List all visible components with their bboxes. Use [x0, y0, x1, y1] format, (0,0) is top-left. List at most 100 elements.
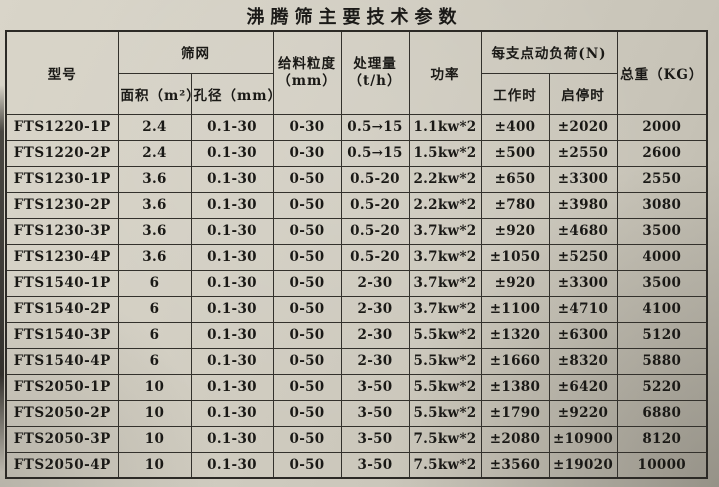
- cell-area: 10: [117, 399, 192, 427]
- cell-area: 10: [117, 373, 192, 401]
- cell-capacity: 0.5-20: [340, 217, 410, 245]
- header-capacity: 处理量 （t/h）: [340, 30, 410, 115]
- table-row: FTS2050-2P 10 0.1-30 0-50 3-50 5.5kw*2 ±1790 ±9…: [5, 399, 708, 427]
- cell-feed: 0-50: [272, 373, 342, 401]
- cell-area: 2.4: [117, 139, 192, 167]
- cell-startstop: ±9220: [548, 399, 618, 427]
- cell-feed: 0-50: [272, 191, 342, 219]
- header-capacity-line2: （t/h）: [348, 72, 402, 89]
- cell-working: ±650: [480, 165, 550, 193]
- header-area: 面积（m²）: [117, 72, 192, 115]
- cell-model: FTS2050-3P: [5, 425, 119, 453]
- table-row: FTS1540-2P 6 0.1-30 0-50 2-30 3.7kw*2 ±1100 ±47…: [5, 295, 708, 323]
- cell-weight: 4100: [616, 295, 708, 323]
- header-aperture: 孔径（mm）: [190, 72, 274, 115]
- cell-model: FTS1540-3P: [5, 321, 119, 349]
- table-row: FTS1230-1P 3.6 0.1-30 0-50 0.5-20 2.2kw*2 ±650…: [5, 165, 708, 193]
- cell-weight: 10000: [616, 451, 708, 479]
- header-screen: 筛网: [117, 30, 274, 74]
- header-total-weight: 总重（KG）: [616, 30, 708, 115]
- cell-working: ±1380: [480, 373, 550, 401]
- cell-power: 3.7kw*2: [408, 295, 482, 323]
- cell-working: ±2080: [480, 425, 550, 453]
- table-row: FTS1540-4P 6 0.1-30 0-50 2-30 5.5kw*2 ±1660 ±83…: [5, 347, 708, 375]
- cell-model: FTS1230-4P: [5, 243, 119, 271]
- cell-feed: 0-50: [272, 243, 342, 271]
- cell-aperture: 0.1-30: [190, 321, 274, 349]
- cell-weight: 5880: [616, 347, 708, 375]
- cell-power: 2.2kw*2: [408, 165, 482, 193]
- cell-working: ±3560: [480, 451, 550, 479]
- table-row: FTS2050-4P 10 0.1-30 0-50 3-50 7.5kw*2 ±3560 ±1…: [5, 451, 708, 479]
- cell-area: 6: [117, 347, 192, 375]
- cell-weight: 3500: [616, 269, 708, 297]
- cell-feed: 0-50: [272, 165, 342, 193]
- cell-model: FTS1230-3P: [5, 217, 119, 245]
- cell-aperture: 0.1-30: [190, 217, 274, 245]
- cell-model: FTS1540-1P: [5, 269, 119, 297]
- cell-power: 3.7kw*2: [408, 217, 482, 245]
- header-dynamic-load: 每支点动负荷(N): [480, 30, 618, 74]
- header-startstop: 启停时: [548, 72, 618, 115]
- cell-startstop: ±5250: [548, 243, 618, 271]
- cell-area: 10: [117, 425, 192, 453]
- page-title: 沸腾筛主要技术参数: [246, 7, 463, 28]
- cell-capacity: 2-30: [340, 347, 410, 375]
- cell-area: 3.6: [117, 165, 192, 193]
- table-row: FTS2050-3P 10 0.1-30 0-50 3-50 7.5kw*2 ±2080 ±1…: [5, 425, 708, 453]
- cell-working: ±500: [480, 139, 550, 167]
- cell-area: 6: [117, 321, 192, 349]
- cell-working: ±920: [480, 217, 550, 245]
- cell-aperture: 0.1-30: [190, 243, 274, 271]
- cell-area: 6: [117, 295, 192, 323]
- cell-startstop: ±6420: [548, 373, 618, 401]
- cell-weight: 5220: [616, 373, 708, 401]
- cell-aperture: 0.1-30: [190, 451, 274, 479]
- cell-capacity: 2-30: [340, 269, 410, 297]
- cell-aperture: 0.1-30: [190, 373, 274, 401]
- cell-model: FTS2050-1P: [5, 373, 119, 401]
- cell-working: ±1100: [480, 295, 550, 323]
- table-row: FTS1220-1P 2.4 0.1-30 0-30 0.5→15 1.1kw*2 ±400…: [5, 113, 708, 141]
- cell-working: ±400: [480, 113, 550, 141]
- cell-feed: 0-50: [272, 321, 342, 349]
- table-row: FTS2050-1P 10 0.1-30 0-50 3-50 5.5kw*2 ±1380 ±6…: [5, 373, 708, 401]
- table-row: FTS1230-2P 3.6 0.1-30 0-50 0.5-20 2.2kw*2 ±780…: [5, 191, 708, 219]
- cell-aperture: 0.1-30: [190, 139, 274, 167]
- cell-weight: 4000: [616, 243, 708, 271]
- cell-weight: 8120: [616, 425, 708, 453]
- cell-area: 3.6: [117, 191, 192, 219]
- cell-startstop: ±3980: [548, 191, 618, 219]
- cell-power: 7.5kw*2: [408, 425, 482, 453]
- header-power: 功率: [408, 30, 482, 115]
- cell-capacity: 3-50: [340, 425, 410, 453]
- cell-feed: 0-30: [272, 139, 342, 167]
- cell-area: 6: [117, 269, 192, 297]
- header-working: 工作时: [480, 72, 550, 115]
- cell-startstop: ±19020: [548, 451, 618, 479]
- cell-feed: 0-50: [272, 399, 342, 427]
- cell-startstop: ±4680: [548, 217, 618, 245]
- header-feed-size: 给料粒度 （mm）: [272, 30, 342, 115]
- cell-power: 5.5kw*2: [408, 321, 482, 349]
- cell-power: 1.1kw*2: [408, 113, 482, 141]
- cell-feed: 0-50: [272, 451, 342, 479]
- cell-aperture: 0.1-30: [190, 347, 274, 375]
- cell-weight: 2000: [616, 113, 708, 141]
- table-row: FTS1540-3P 6 0.1-30 0-50 2-30 5.5kw*2 ±1320 ±63…: [5, 321, 708, 349]
- cell-startstop: ±4710: [548, 295, 618, 323]
- cell-weight: 2600: [616, 139, 708, 167]
- cell-feed: 0-50: [272, 425, 342, 453]
- table-row: FTS1540-1P 6 0.1-30 0-50 2-30 3.7kw*2 ±920 ±330…: [5, 269, 708, 297]
- cell-feed: 0-30: [272, 113, 342, 141]
- cell-aperture: 0.1-30: [190, 425, 274, 453]
- cell-startstop: ±2550: [548, 139, 618, 167]
- header-feed-size-line1: 给料粒度: [278, 55, 336, 72]
- cell-model: FTS2050-2P: [5, 399, 119, 427]
- cell-working: ±1660: [480, 347, 550, 375]
- cell-working: ±1790: [480, 399, 550, 427]
- header-model: 型号: [5, 30, 119, 115]
- cell-startstop: ±10900: [548, 425, 618, 453]
- cell-weight: 3500: [616, 217, 708, 245]
